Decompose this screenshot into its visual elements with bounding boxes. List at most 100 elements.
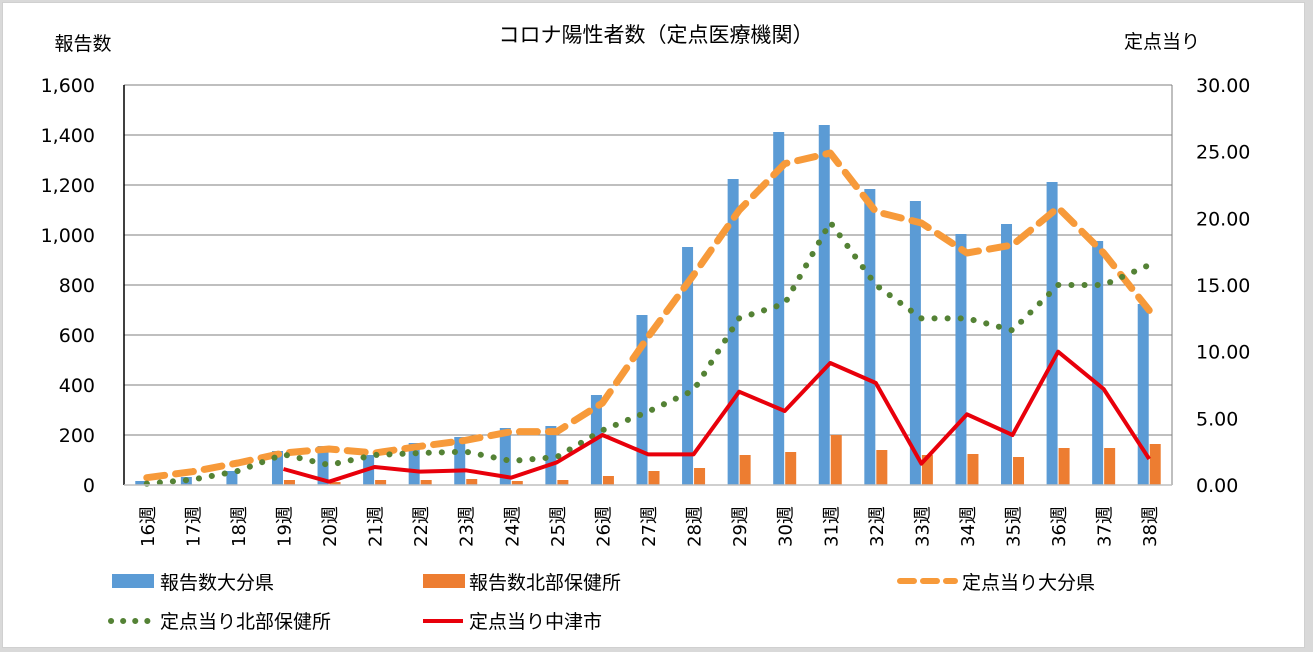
bar-orange: [283, 480, 295, 485]
legend: 報告数大分県 報告数北部保健所 定点当り大分県 定点当り北部保健所 定点当り中津…: [108, 572, 1095, 633]
y-tick-label: 1,600: [41, 75, 95, 97]
y-tick-label: 1,000: [41, 225, 95, 247]
x-tick-label: 29週: [730, 506, 751, 547]
bar-orange: [1058, 448, 1070, 485]
dotted-line-series: [143, 219, 1153, 487]
legend-item-orange-bars: 報告数北部保健所: [423, 572, 621, 594]
solid-line-series: [282, 349, 1151, 484]
legend-item-solid-line: 定点当り中津市: [423, 611, 602, 633]
y-tick-label: 600: [59, 325, 95, 347]
legend-label: 定点当り北部保健所: [160, 611, 331, 633]
bar-blue: [271, 451, 283, 485]
bar-orange: [511, 481, 523, 485]
bar-blue: [408, 443, 420, 485]
bar-blue: [636, 315, 648, 485]
bar-orange: [602, 476, 614, 485]
axes: [123, 85, 1173, 486]
x-tick-label: 22週: [411, 506, 432, 547]
bar-orange: [648, 471, 660, 485]
y2-axis-ticks: 0.00 5.00 10.00 15.00 20.00 25.00 30.00: [1196, 75, 1250, 497]
y-axis-title: 報告数: [54, 33, 111, 55]
bar-blue: [909, 201, 921, 485]
y2-tick-label: 5.00: [1196, 408, 1238, 430]
bar-blue: [818, 125, 830, 485]
bar-blue: [1092, 241, 1104, 485]
x-tick-label: 31週: [821, 506, 842, 547]
bar-blue: [454, 437, 466, 485]
x-tick-label: 27週: [639, 506, 660, 547]
legend-swatch-orange-bar: [423, 574, 465, 588]
bar-blue: [955, 234, 967, 485]
bar-orange: [694, 468, 706, 485]
x-tick-label: 20週: [320, 506, 341, 547]
y2-tick-label: 25.00: [1196, 142, 1250, 164]
bar-orange: [830, 435, 842, 485]
bar-blue: [1137, 304, 1149, 485]
x-tick-label: 38週: [1140, 506, 1161, 547]
legend-item-dashed-line: 定点当り大分県: [897, 572, 1095, 594]
y2-tick-label: 0.00: [1196, 475, 1238, 497]
lines: [143, 149, 1153, 487]
y-tick-label: 800: [59, 275, 95, 297]
bar-blue: [864, 189, 876, 485]
legend-label: 定点当り中津市: [469, 611, 602, 633]
chart-title: コロナ陽性者数（定点医療機関）: [499, 23, 814, 47]
x-tick-label: 21週: [366, 506, 387, 547]
x-tick-label: 18週: [229, 506, 250, 547]
y-tick-label: 1,200: [41, 175, 95, 197]
legend-item-blue-bars: 報告数大分県: [112, 572, 274, 594]
bar-blue: [773, 132, 785, 485]
bar-orange: [1149, 444, 1161, 485]
x-tick-label: 19週: [274, 506, 295, 547]
y-axis-ticks: 0 200 400 600 800 1,000 1,200 1,400 1,600: [41, 75, 95, 497]
legend-label: 報告数大分県: [160, 572, 274, 594]
y-tick-label: 0: [83, 475, 95, 497]
legend-swatch-blue-bar: [112, 574, 154, 588]
x-tick-label: 34週: [958, 506, 979, 547]
bar-orange: [420, 480, 432, 485]
bar-orange: [1013, 457, 1025, 485]
y2-axis-title: 定点当り: [1124, 31, 1200, 53]
legend-label: 定点当り大分県: [962, 572, 1095, 594]
bar-blue: [1001, 224, 1013, 485]
x-tick-label: 35週: [1004, 506, 1025, 547]
x-tick-label: 16週: [138, 506, 159, 547]
bar-blue: [135, 481, 147, 485]
y-tick-label: 400: [59, 375, 95, 397]
y2-tick-label: 30.00: [1196, 75, 1250, 97]
bar-orange: [876, 450, 888, 485]
bar-orange: [785, 452, 797, 485]
y-tick-label: 1,400: [41, 125, 95, 147]
bar-blue: [499, 428, 511, 485]
legend-item-dotted-line: 定点当り北部保健所: [108, 611, 331, 633]
x-tick-label: 28週: [685, 506, 706, 547]
bar-orange: [967, 454, 979, 485]
legend-label: 報告数北部保健所: [469, 572, 621, 594]
bar-blue: [1046, 182, 1058, 485]
bar-blue: [226, 471, 238, 485]
y2-tick-label: 10.00: [1196, 342, 1250, 364]
y-tick-label: 200: [59, 425, 95, 447]
x-tick-label: 36週: [1049, 506, 1070, 547]
bar-orange: [329, 482, 341, 485]
gridlines: [124, 84, 1172, 436]
x-tick-label: 37週: [1095, 506, 1116, 547]
bar-orange: [466, 479, 478, 485]
x-tick-label: 24週: [502, 506, 523, 547]
bar-orange: [739, 455, 751, 485]
y2-tick-label: 20.00: [1196, 208, 1250, 230]
bar-orange: [921, 455, 933, 485]
dashed-line-series: [143, 149, 1153, 482]
bar-blue: [682, 247, 694, 485]
bar-orange: [1104, 448, 1116, 485]
x-tick-label: 23週: [457, 506, 478, 547]
x-axis-ticks: 16週 17週 18週 19週 20週 21週 22週 23週 24週 25週 26週 27週 28週 2…: [138, 506, 1161, 547]
bar-orange: [557, 480, 569, 485]
bar-orange: [375, 480, 387, 485]
x-tick-label: 26週: [593, 506, 614, 547]
x-tick-label: 32週: [867, 506, 888, 547]
x-tick-label: 30週: [776, 506, 797, 547]
y2-tick-label: 15.00: [1196, 275, 1250, 297]
x-tick-label: 25週: [548, 506, 569, 547]
